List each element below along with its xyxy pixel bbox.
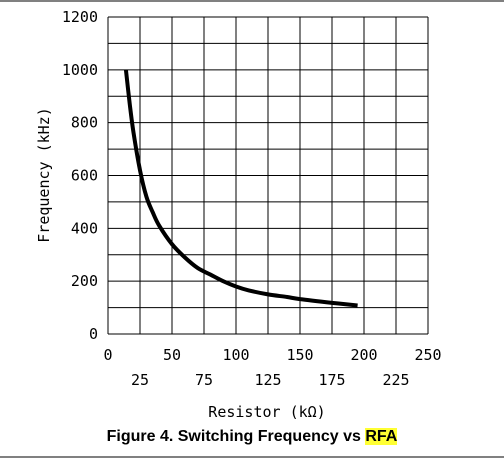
- x-axis-title: Resistor (kΩ): [208, 403, 325, 421]
- series-layer: [123, 69, 358, 308]
- x-tick-label: 100: [222, 346, 249, 364]
- x-tick-label: 50: [163, 346, 181, 364]
- x-tick-label: 125: [254, 371, 281, 389]
- y-tick-label: 1000: [62, 61, 98, 79]
- x-tick-label: 225: [382, 371, 409, 389]
- x-tick-label: 175: [318, 371, 345, 389]
- x-tick-label: 75: [195, 371, 213, 389]
- series-line: [123, 69, 358, 308]
- caption-text: Figure 4. Switching Frequency vs: [106, 428, 366, 445]
- x-tick-label: 25: [131, 371, 149, 389]
- y-tick-label: 400: [71, 219, 98, 237]
- caption-highlight: RFA: [365, 428, 398, 445]
- figure-caption: Figure 4. Switching Frequency vs RFA: [0, 428, 504, 446]
- y-tick-labels: 0 200 400 600 800 1000 1200: [62, 8, 98, 343]
- x-tick-label: 150: [286, 346, 313, 364]
- y-tick-label: 600: [71, 167, 98, 185]
- x-tick-labels: 0 50 100 150 200 250 25 75 125 175 225: [103, 346, 441, 389]
- y-tick-label: 0: [89, 325, 98, 343]
- x-tick-label: 0: [103, 346, 112, 364]
- grid: [107, 16, 429, 335]
- y-tick-label: 1200: [62, 8, 98, 26]
- x-tick-label: 250: [414, 346, 441, 364]
- y-axis-title: Frequency (kHz): [35, 107, 53, 242]
- x-tick-label: 200: [350, 346, 377, 364]
- y-tick-label: 200: [71, 272, 98, 290]
- y-tick-label: 800: [71, 114, 98, 132]
